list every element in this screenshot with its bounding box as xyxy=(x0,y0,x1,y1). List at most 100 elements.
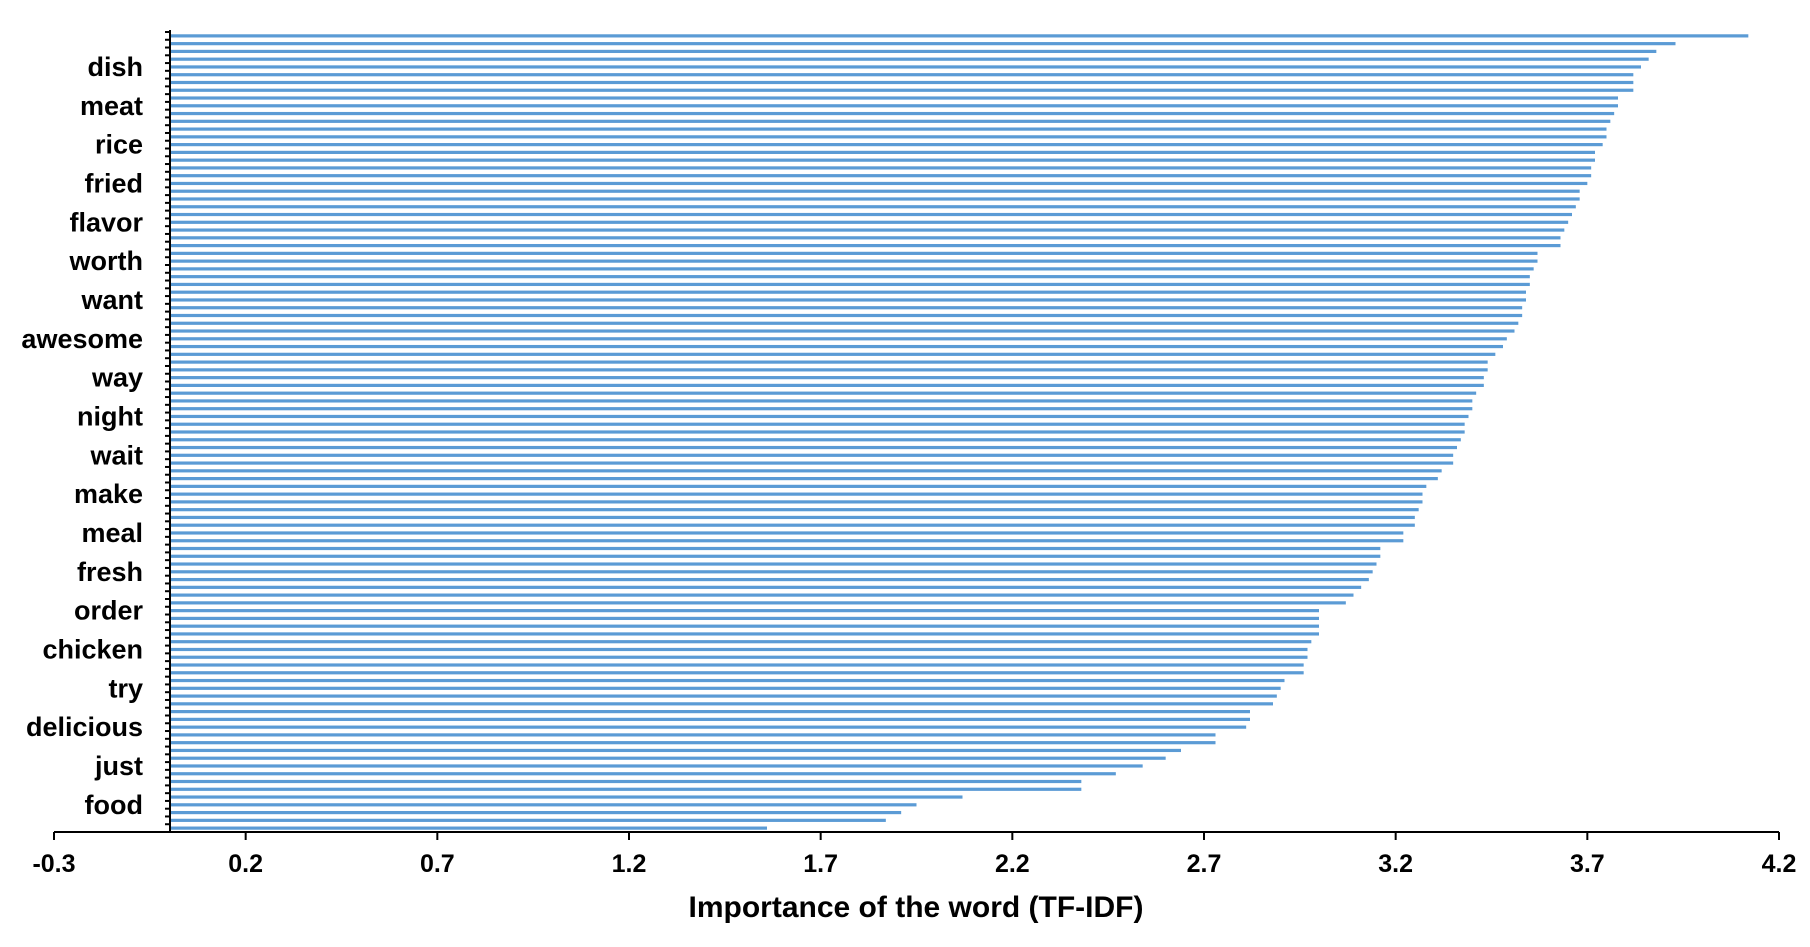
y-category-label: want xyxy=(80,285,143,315)
y-category-label: wait xyxy=(89,440,143,470)
y-category-label: rice xyxy=(95,130,143,160)
bar xyxy=(170,267,1534,271)
bar xyxy=(170,228,1565,232)
x-tick-label: -0.3 xyxy=(32,850,75,878)
y-category-label: order xyxy=(74,596,144,626)
bar xyxy=(170,65,1641,69)
bar xyxy=(170,554,1381,558)
y-category-label: dish xyxy=(87,52,143,82)
bar xyxy=(170,562,1377,566)
bar xyxy=(170,166,1592,170)
y-category-label: meat xyxy=(80,91,143,121)
bar xyxy=(170,49,1657,54)
bar xyxy=(170,251,1538,255)
bar xyxy=(170,150,1595,154)
y-axis xyxy=(165,30,171,833)
bar xyxy=(170,243,1561,248)
bar xyxy=(170,321,1519,325)
bar xyxy=(170,492,1423,496)
bar xyxy=(170,337,1507,341)
bar xyxy=(170,515,1415,520)
bar xyxy=(170,181,1588,186)
bar xyxy=(170,756,1166,760)
bar xyxy=(170,220,1569,224)
y-category-label: food xyxy=(85,790,143,820)
bar xyxy=(170,748,1181,753)
bar xyxy=(170,733,1216,737)
y-category-label: make xyxy=(74,479,143,509)
x-tick-label: 0.2 xyxy=(228,850,263,878)
bar xyxy=(170,306,1523,310)
bar xyxy=(170,422,1465,426)
bar xyxy=(170,399,1473,403)
bar xyxy=(170,205,1576,209)
bar xyxy=(170,275,1530,279)
x-tick-label: 1.7 xyxy=(803,850,838,878)
bar xyxy=(170,73,1634,77)
bar xyxy=(170,344,1503,349)
bar xyxy=(170,111,1615,116)
y-category-label: chicken xyxy=(42,634,143,664)
bar xyxy=(170,119,1611,123)
bar xyxy=(170,368,1488,372)
x-tick-label: 1.2 xyxy=(612,850,647,878)
y-category-label: fried xyxy=(84,168,143,198)
y-category-label: night xyxy=(77,401,143,431)
bar xyxy=(170,678,1285,683)
bar xyxy=(170,741,1216,745)
bar xyxy=(170,632,1319,636)
x-tick-label: 3.2 xyxy=(1378,850,1413,878)
bar xyxy=(170,329,1515,333)
y-category-label: flavor xyxy=(69,207,143,237)
bar xyxy=(170,546,1381,551)
bar xyxy=(170,764,1143,768)
bar xyxy=(170,135,1607,139)
bar xyxy=(170,717,1250,721)
bar xyxy=(170,484,1427,488)
y-category-labels: dish meat rice fried flavor worth want awesome w… xyxy=(21,52,143,820)
bar xyxy=(170,593,1354,597)
bar xyxy=(170,282,1530,287)
bar xyxy=(170,803,917,807)
bar xyxy=(170,259,1538,263)
bar xyxy=(170,663,1304,667)
bar xyxy=(170,826,767,830)
bar xyxy=(170,352,1496,356)
y-category-label: awesome xyxy=(21,324,143,354)
bar xyxy=(170,795,963,799)
bar xyxy=(170,360,1488,364)
y-category-label: delicious xyxy=(26,712,143,742)
bar xyxy=(170,570,1373,574)
y-category-label: worth xyxy=(69,246,144,276)
x-tick-label: 0.7 xyxy=(420,850,455,878)
y-category-label: just xyxy=(94,751,143,781)
bar xyxy=(170,694,1277,698)
bar xyxy=(170,655,1308,659)
bar xyxy=(170,779,1082,784)
bar xyxy=(170,174,1592,178)
bar xyxy=(170,158,1595,162)
bar xyxy=(170,772,1116,776)
bar xyxy=(170,539,1404,543)
bar xyxy=(170,601,1346,605)
bar xyxy=(170,508,1419,512)
bar xyxy=(170,42,1676,46)
bar xyxy=(170,212,1572,217)
bar xyxy=(170,647,1308,652)
bar xyxy=(170,376,1484,380)
bar xyxy=(170,585,1362,589)
x-tick-label: 2.2 xyxy=(995,850,1030,878)
bar xyxy=(170,609,1319,613)
bar xyxy=(170,197,1580,201)
bar xyxy=(170,407,1473,411)
bar xyxy=(170,686,1281,690)
bar xyxy=(170,189,1580,193)
bar xyxy=(170,80,1634,85)
bar xyxy=(170,671,1304,675)
bar xyxy=(170,430,1465,434)
bar xyxy=(170,640,1312,644)
x-axis-title: Importance of the word (TF-IDF) xyxy=(689,891,1144,924)
bar xyxy=(170,414,1469,419)
x-tick-label: 4.2 xyxy=(1762,850,1797,878)
